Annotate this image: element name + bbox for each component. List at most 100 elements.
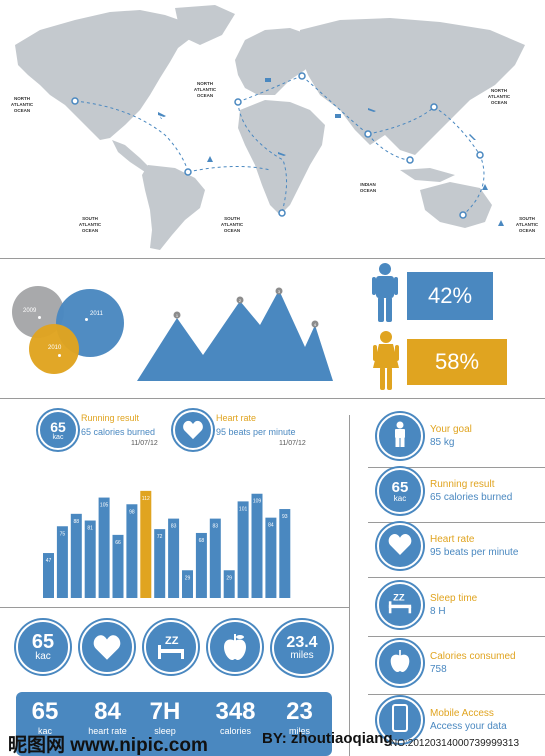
right-badge: ZZ — [377, 582, 423, 628]
bar-value-label: 81 — [87, 526, 93, 532]
running-result-date: 11/07/12 — [131, 440, 158, 447]
bar-chart: 47 75 88 81 105 66 98 112 72 83 29 68 83 29 101 109 84 93 — [40, 485, 295, 600]
route-5 — [301, 75, 369, 135]
heart-icon — [183, 420, 203, 440]
right-item-subtitle: 95 beats per minute — [430, 547, 519, 558]
mountain-marker-label: 2 — [239, 298, 242, 303]
heart-rate-date: 11/07/12 — [279, 440, 306, 447]
route-6 — [367, 106, 435, 135]
big-badge-unit: miles — [290, 650, 314, 661]
ocean-label: ATLANTIC — [79, 222, 102, 227]
right-item-title: Running result — [430, 479, 495, 490]
venn-diagram: 2009 2011 2010 — [8, 282, 138, 382]
right-item-subtitle: 8 H — [430, 606, 446, 617]
female-percent-box: 58% — [407, 339, 507, 385]
sleep-icon: ZZ — [386, 591, 414, 619]
right-item-title: Sleep time — [430, 593, 478, 604]
venn-circle-2010 — [29, 324, 79, 374]
bar-value-label: 98 — [129, 509, 135, 515]
map-pin — [278, 209, 286, 217]
right-item-title: Your goal — [430, 424, 472, 435]
bar-value-label: 75 — [60, 531, 66, 537]
right-badge-unit: kac — [393, 493, 407, 503]
heart-rate-badge — [173, 410, 213, 450]
right-badge: 65 kac — [377, 468, 423, 514]
mountain-svg: 1 2 3 4 — [137, 287, 333, 381]
continent-central-america — [112, 140, 150, 172]
bar — [140, 490, 152, 598]
watermark-left: 昵图网 www.nipic.com — [8, 735, 208, 756]
right-item-title: Mobile Access — [430, 708, 494, 719]
right-item-subtitle: Access your data — [430, 721, 507, 732]
continent-australia — [420, 182, 492, 228]
big-sleep-badge: ZZ — [144, 620, 198, 674]
apple-icon — [389, 649, 411, 677]
bar-value-label: 68 — [199, 538, 205, 544]
mountain-marker-label: 3 — [278, 289, 281, 294]
male-figure-icon — [370, 262, 400, 324]
panel-number: 84 — [94, 698, 121, 725]
bar — [70, 513, 82, 598]
plane-icon — [368, 108, 376, 112]
ocean-label: SOUTH — [224, 216, 240, 221]
divider — [368, 694, 545, 695]
mountain-marker — [173, 311, 181, 319]
ocean-label: NORTH — [491, 88, 507, 93]
venn-label-2011: 2011 — [90, 311, 103, 317]
right-badge — [377, 523, 423, 569]
bar — [279, 509, 291, 598]
bar — [154, 529, 166, 598]
ocean-label: OCEAN — [491, 100, 507, 105]
heart-icon — [387, 533, 413, 560]
bar-value-label: 109 — [253, 499, 262, 505]
ocean-label: OCEAN — [197, 93, 213, 98]
map-pin — [459, 211, 467, 219]
bar — [98, 497, 110, 598]
running-badge-unit: kac — [52, 433, 64, 441]
ocean-label: INDIAN — [360, 182, 376, 187]
panel-label: heart rate — [88, 726, 127, 736]
bar — [251, 493, 263, 598]
divider-vertical — [349, 415, 350, 756]
mountain-marker — [311, 320, 319, 328]
big-apple-badge — [208, 620, 262, 674]
ocean-label: ATLANTIC — [221, 222, 244, 227]
mountain-marker-label: 1 — [176, 313, 179, 318]
watermark-bar: 昵图网 www.nipic.com BY: zhoutiaoqiang NO:2… — [0, 730, 545, 756]
right-item-subtitle: 85 kg — [430, 437, 455, 448]
ocean-label: OCEAN — [519, 228, 535, 233]
bar-value-label: 83 — [171, 524, 177, 530]
bar-value-label: 88 — [74, 519, 80, 525]
venn-dot — [85, 318, 88, 321]
panel-number: 7H — [149, 698, 181, 725]
continent-africa — [238, 100, 325, 215]
bar — [84, 520, 96, 598]
map-pin — [298, 72, 306, 80]
big-calories-badge: 65 kac — [16, 620, 70, 674]
mountain-marker-label: 4 — [314, 322, 317, 327]
heart-rate-title: Heart rate — [216, 413, 257, 423]
ocean-label: OCEAN — [82, 228, 98, 233]
world-map-svg: NORTHATLANTICOCEANNORTHATLANTICOCEANNORT… — [11, 5, 539, 250]
continent-south-america — [142, 165, 205, 250]
train-icon — [265, 78, 271, 82]
ocean-label: SOUTH — [519, 216, 535, 221]
bar — [195, 532, 207, 598]
train-icon — [335, 114, 341, 118]
bar — [265, 517, 277, 598]
big-miles-badge: 23.4 miles — [272, 620, 332, 676]
ocean-label: ATLANTIC — [488, 94, 511, 99]
right-item-subtitle: 758 — [430, 664, 447, 675]
map-pin — [430, 103, 438, 111]
bar — [43, 553, 54, 598]
ocean-label: SOUTH — [82, 216, 98, 221]
phone-icon — [392, 704, 408, 736]
panel-number: 65 — [31, 698, 59, 725]
ocean-label: NORTH — [14, 96, 30, 101]
ocean-label: ATLANTIC — [516, 222, 539, 227]
bar-value-label: 84 — [268, 523, 274, 529]
svg-text:ZZ: ZZ — [393, 591, 405, 602]
bar — [209, 518, 221, 598]
plane-icon — [278, 152, 286, 156]
continent-europe — [235, 28, 320, 95]
